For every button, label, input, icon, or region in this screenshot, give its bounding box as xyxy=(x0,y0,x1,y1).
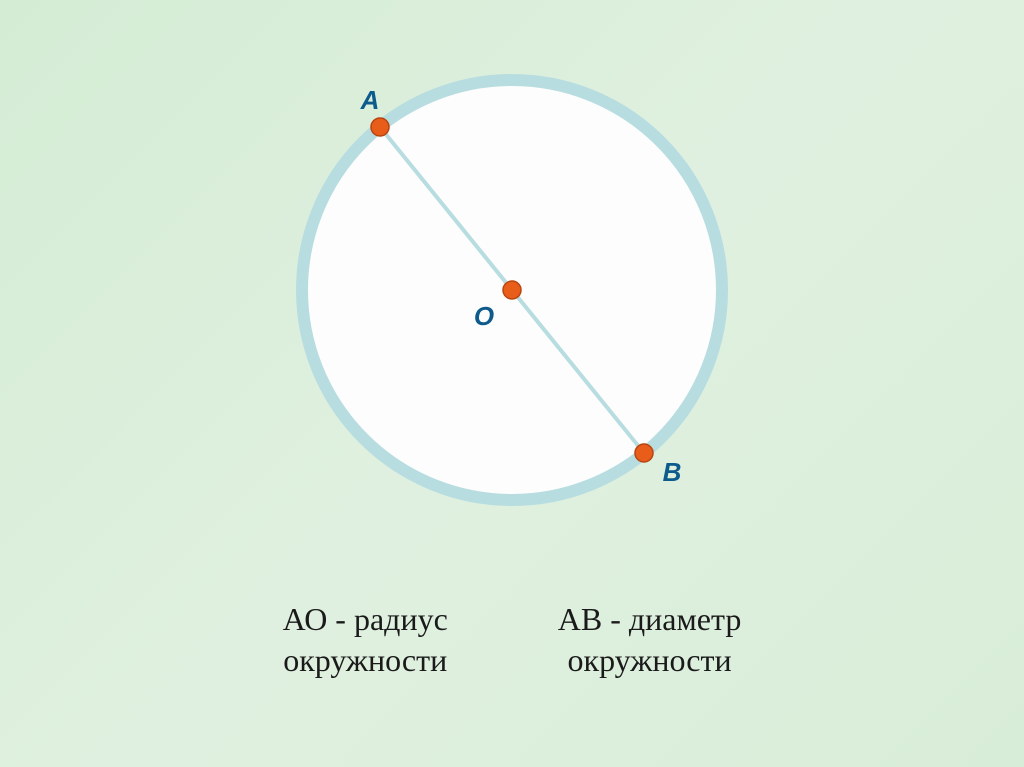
radius-caption-line2: окружности xyxy=(283,640,448,682)
label-a: А xyxy=(360,85,380,115)
label-b: В xyxy=(663,457,682,487)
radius-caption: АО - радиус окружности xyxy=(283,599,448,682)
caption-row: АО - радиус окружности АВ - диаметр окру… xyxy=(0,599,1024,682)
point-b xyxy=(635,444,653,462)
circle-svg: А О В xyxy=(0,0,1024,580)
label-o: О xyxy=(474,301,494,331)
diameter-caption-line1: АВ - диаметр xyxy=(558,599,742,641)
point-a xyxy=(371,118,389,136)
radius-caption-line1: АО - радиус xyxy=(283,599,448,641)
diameter-caption-line2: окружности xyxy=(558,640,742,682)
diameter-caption: АВ - диаметр окружности xyxy=(558,599,742,682)
point-o xyxy=(503,281,521,299)
geometry-diagram: А О В АО - радиус окружности АВ - диамет… xyxy=(0,0,1024,767)
svg-canvas: А О В xyxy=(0,0,1024,585)
